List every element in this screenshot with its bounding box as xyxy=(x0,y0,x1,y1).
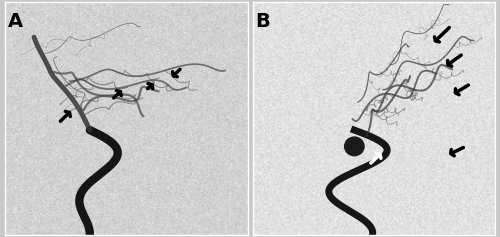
Circle shape xyxy=(344,137,364,156)
Text: A: A xyxy=(8,12,22,31)
Text: B: B xyxy=(255,12,270,31)
